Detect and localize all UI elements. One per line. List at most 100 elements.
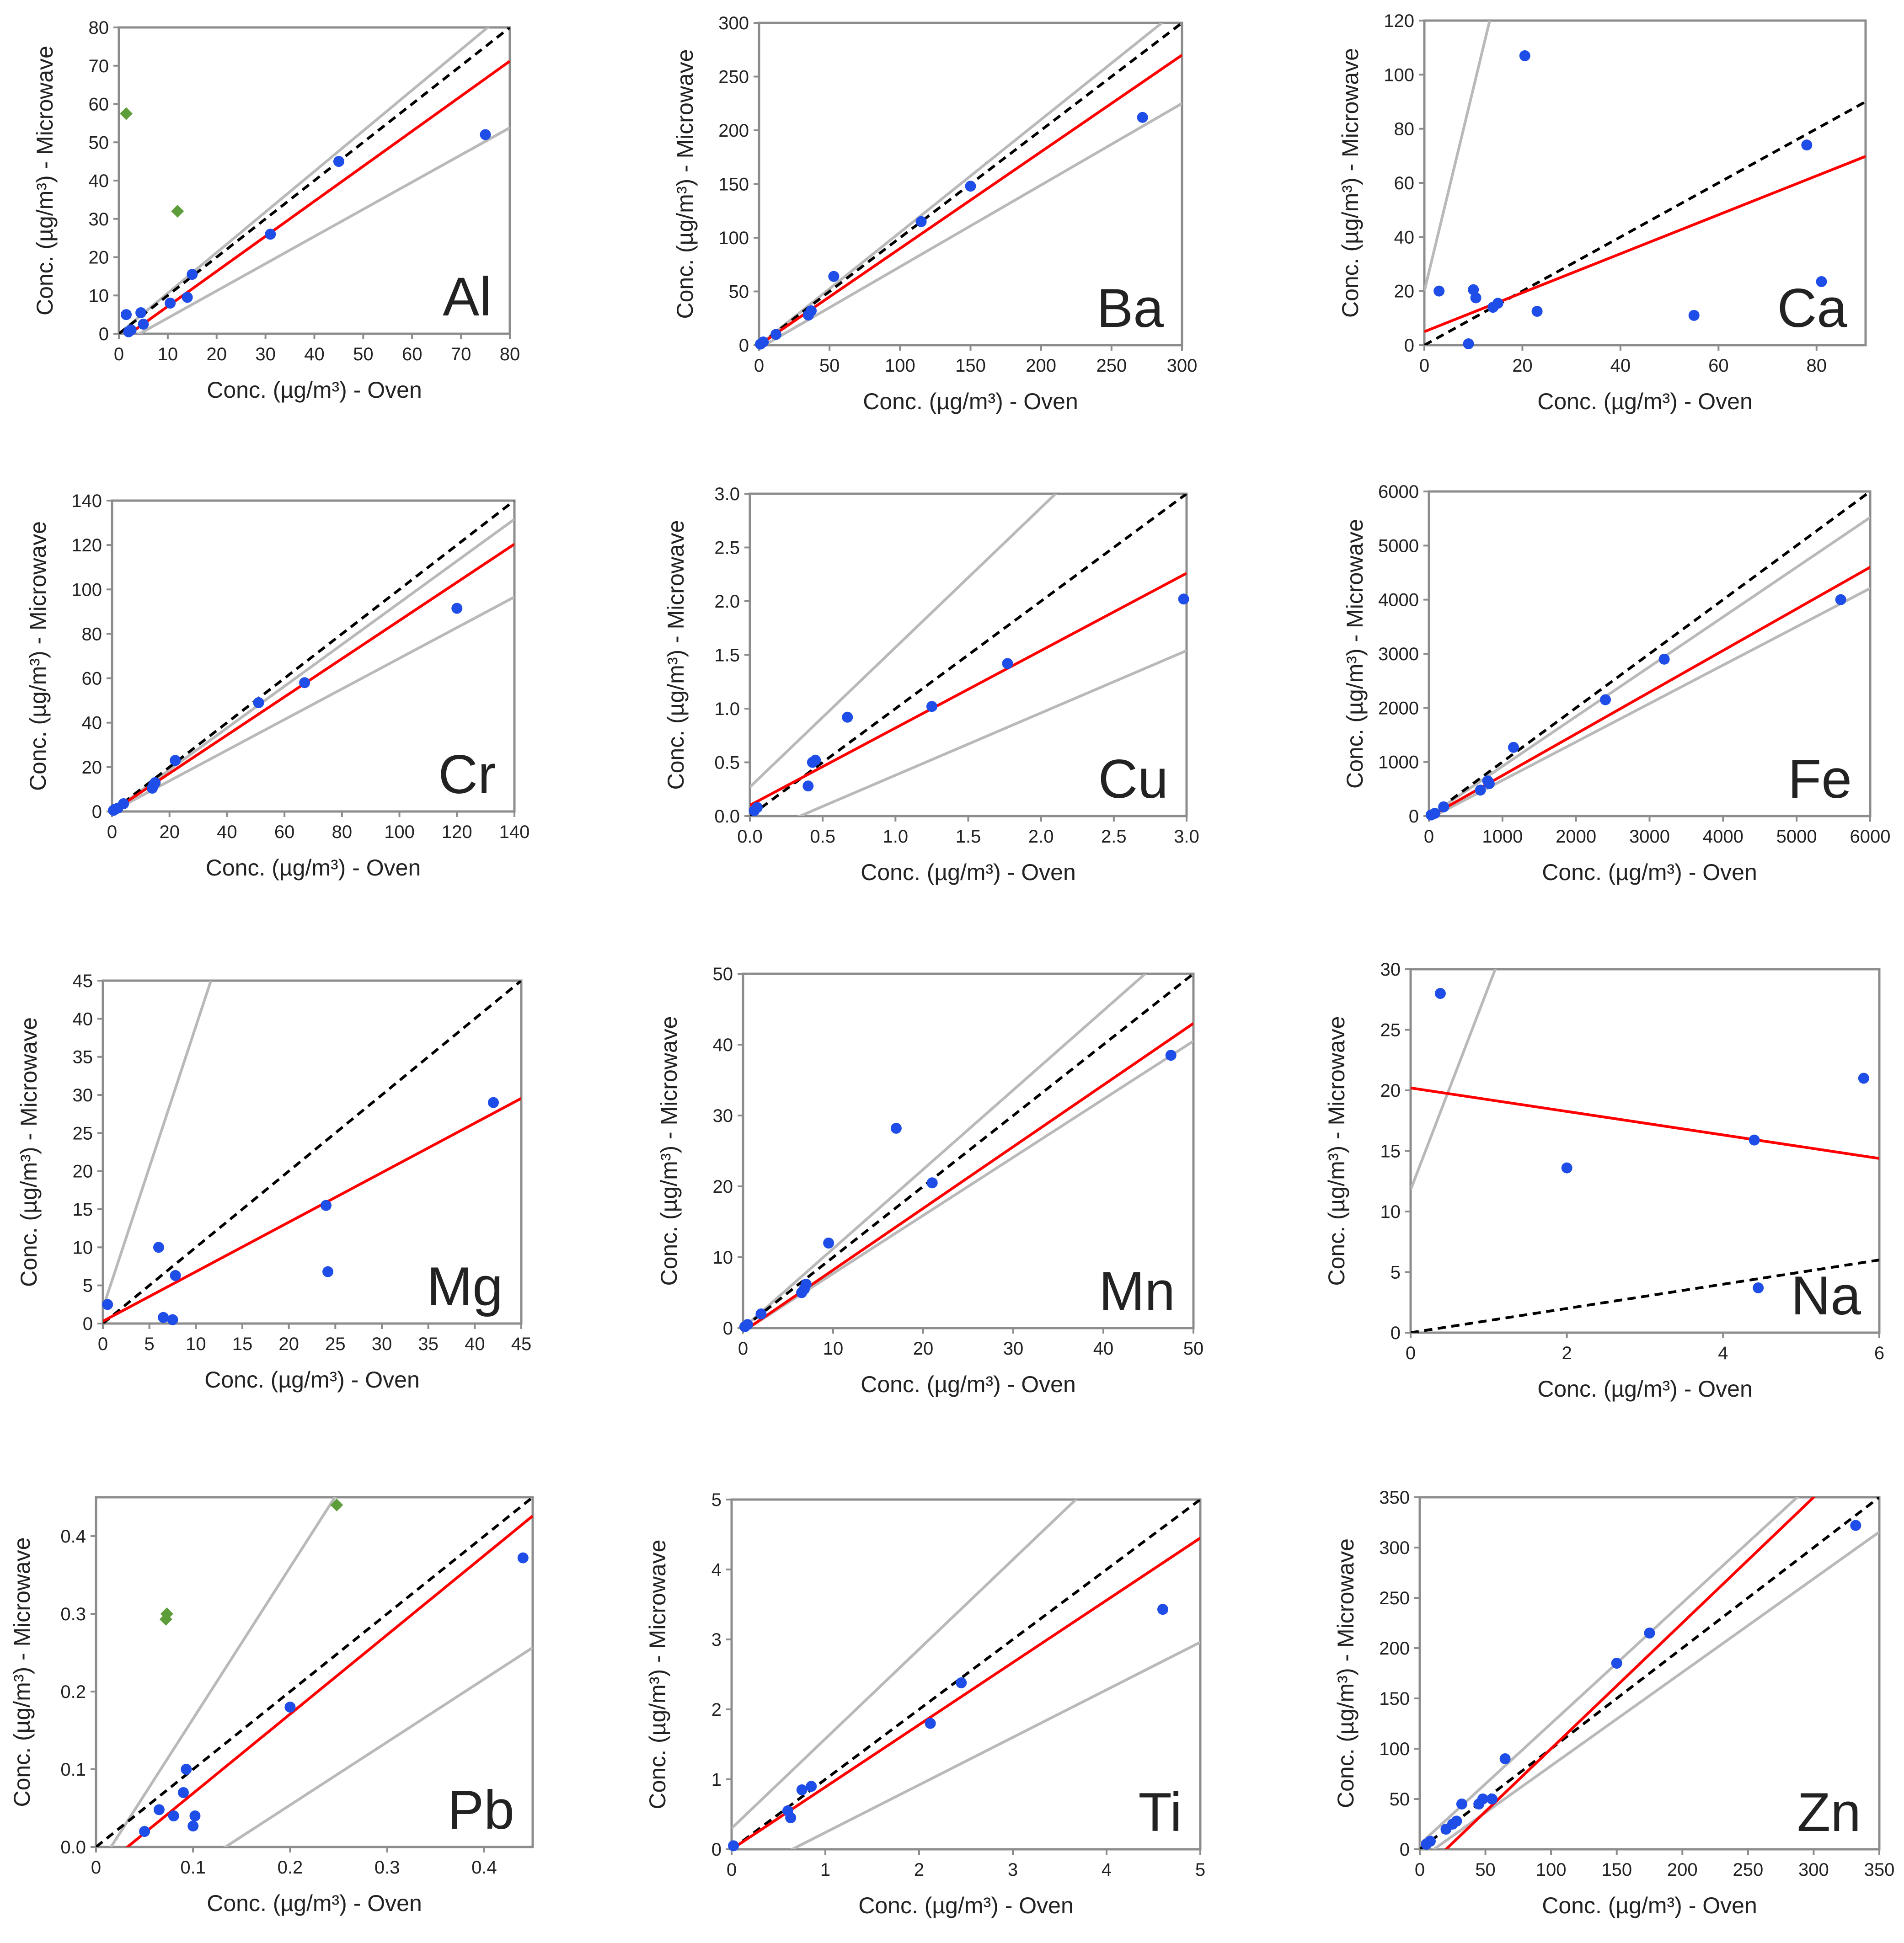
data-point	[1486, 1794, 1498, 1804]
y-axis-label: Conc. (µg/m³) - Microwave	[16, 1017, 42, 1287]
identity-line	[96, 1497, 533, 1847]
x-tick-label: 40	[465, 1334, 485, 1354]
element-label: Ti	[1138, 1782, 1182, 1843]
y-tick-label: 5	[711, 1490, 722, 1510]
data-point	[926, 1177, 938, 1189]
y-tick-label: 30	[1380, 960, 1401, 980]
x-axis-label: Conc. (µg/m³) - Oven	[207, 377, 422, 403]
y-tick-label: 100	[71, 580, 102, 600]
element-label: Ca	[1777, 278, 1848, 339]
x-tick-label: 250	[1096, 356, 1127, 376]
element-label: Al	[443, 266, 492, 327]
x-tick-label: 300	[1167, 356, 1198, 376]
y-tick-label: 20	[73, 1162, 93, 1182]
data-point	[118, 798, 129, 809]
x-tick-label: 30	[372, 1334, 392, 1354]
x-tick-label: 0	[91, 1858, 101, 1878]
y-tick-label: 0	[99, 324, 109, 344]
panel-ba: 0 50 100 150 200 250 300 0 50 100 150 200 250 300 Conc…	[672, 13, 1198, 414]
lower-bound-line	[1431, 1531, 1879, 1849]
data-point	[165, 298, 176, 309]
lower-bound-line	[789, 1641, 1200, 1849]
data-point	[1508, 742, 1519, 753]
y-tick-label: 350	[1379, 1488, 1410, 1508]
x-tick-label: 70	[451, 344, 471, 364]
y-tick-label: 5	[1391, 1263, 1401, 1283]
y-tick-label: 15	[73, 1200, 93, 1220]
data-point	[925, 1718, 936, 1729]
y-tick-label: 120	[1384, 11, 1414, 31]
data-point	[187, 1820, 199, 1832]
lower-bound-line	[797, 649, 1187, 816]
data-point	[728, 1840, 739, 1852]
x-axis-label: Conc. (µg/m³) - Oven	[861, 1372, 1076, 1397]
x-axis-label: Conc. (µg/m³) - Oven	[1537, 1376, 1753, 1402]
element-label: Fe	[1788, 748, 1852, 810]
y-tick-label: 0.2	[60, 1682, 86, 1702]
y-tick-label: 6000	[1378, 482, 1419, 502]
y-tick-label: 35	[73, 1047, 93, 1068]
y-tick-label: 1.0	[714, 699, 740, 719]
data-point	[1519, 50, 1530, 61]
data-point	[926, 701, 937, 712]
outlier-point	[120, 107, 133, 120]
data-point	[121, 309, 132, 320]
reference-lines	[732, 1500, 1200, 1849]
x-tick-label: 80	[332, 822, 353, 842]
data-point	[178, 1787, 189, 1798]
regression-line	[112, 543, 514, 811]
data-point	[1002, 658, 1013, 669]
x-tick-label: 30	[255, 344, 276, 364]
data-point	[1658, 653, 1670, 665]
y-tick-label: 20	[89, 248, 109, 268]
y-tick-label: 50	[713, 964, 733, 984]
regression-line	[1429, 566, 1870, 816]
y-axis-label: Conc. (µg/m³) - Microwave	[1337, 48, 1363, 318]
data-point	[299, 677, 310, 689]
x-tick-label: 10	[186, 1334, 206, 1354]
y-tick-label: 100	[718, 228, 749, 248]
y-tick-label: 20	[1394, 282, 1415, 302]
data-point	[802, 780, 814, 792]
data-point	[785, 1812, 797, 1824]
x-tick-label: 0	[754, 356, 764, 376]
y-tick-label: 30	[73, 1085, 93, 1105]
lower-bound-line	[746, 1040, 1193, 1328]
y-axis-label: Conc. (µg/m³) - Microwave	[1342, 519, 1368, 789]
y-axis-label: Conc. (µg/m³) - Microwave	[645, 1540, 670, 1810]
regression-line	[759, 54, 1182, 345]
x-tick-label: 0.1	[180, 1858, 206, 1878]
reference-lines	[1411, 969, 1879, 1333]
x-tick-label: 20	[913, 1339, 934, 1359]
reference-lines	[96, 1497, 533, 1847]
x-tick-label: 10	[158, 344, 178, 364]
x-tick-label: 150	[1601, 1860, 1632, 1880]
element-label: Cr	[438, 744, 496, 805]
x-tick-label: 0	[1415, 1860, 1425, 1880]
data-point	[1611, 1658, 1622, 1669]
y-tick-label: 25	[73, 1123, 93, 1143]
element-label: Zn	[1797, 1782, 1861, 1843]
data-point	[915, 216, 927, 227]
data-point	[1456, 1799, 1467, 1810]
data-point	[1438, 801, 1449, 812]
outlier-point	[160, 1607, 173, 1620]
x-tick-label: 5	[1195, 1860, 1205, 1880]
y-tick-label: 40	[82, 713, 102, 733]
data-point	[828, 271, 840, 282]
regression-line	[732, 1537, 1200, 1849]
panel-mn: 0 10 20 30 40 50 0 10 20 30 40 50 Conc. (µg/m³) - Ov…	[656, 964, 1203, 1397]
y-tick-label: 0	[1400, 1840, 1410, 1860]
y-tick-label: 3000	[1378, 644, 1419, 664]
plot-frame	[1409, 968, 1881, 1334]
identity-line	[1420, 1497, 1879, 1849]
y-tick-label: 1	[711, 1770, 722, 1790]
y-tick-label: 250	[1379, 1588, 1410, 1608]
data-point	[153, 1804, 165, 1815]
y-tick-label: 10	[1380, 1202, 1401, 1222]
x-axis-label: Conc. (µg/m³) - Oven	[858, 1893, 1074, 1918]
element-label: Cu	[1098, 748, 1168, 810]
reference-lines	[103, 981, 521, 1324]
plot-frame	[742, 972, 1195, 1329]
